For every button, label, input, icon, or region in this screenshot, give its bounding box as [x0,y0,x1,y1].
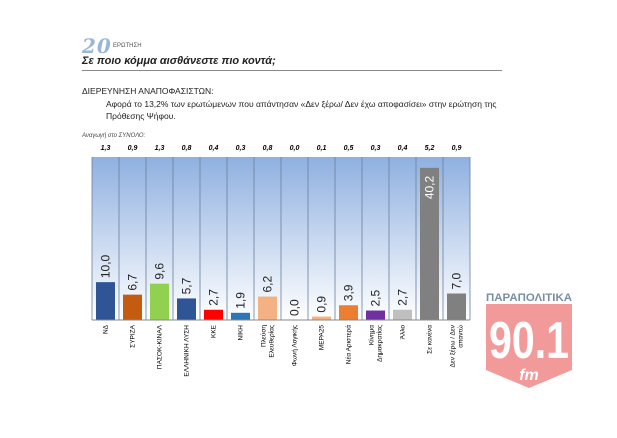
parapolitika-logo: ΠΑΡΑΠΟΛΙΤΙΚΑ 90.1 fm [486,292,572,388]
total-reduction-value: 1,3 [101,145,111,152]
bar [96,282,115,320]
category-label: ΝΙΚΗ [238,325,245,341]
value-label: 7,0 [450,272,464,289]
value-label: 0,9 [315,296,329,313]
total-reduction-value: 5,2 [425,145,435,152]
total-reduction-value: 0,9 [452,145,462,152]
chart-panel [173,157,200,320]
chart-panel [362,157,389,320]
value-label: 5,7 [180,277,194,294]
category-label: Δημοκρατίας [376,325,384,362]
bar [204,309,223,320]
chart-panel [281,157,308,320]
title-divider [82,70,502,71]
total-reduction-value: 0,3 [236,145,246,152]
category-label: Άλλο [400,325,407,340]
total-reduction-value: 0,9 [128,145,138,152]
value-label: 2,7 [207,289,221,306]
total-reduction-value: 0,5 [344,145,354,152]
category-label: ΠΑΣΟΚ-ΚΙΝΑΛ [157,324,164,369]
bar [366,310,385,320]
bar [312,316,331,320]
category-label: ΕΛΛΗΝΙΚΗ ΛΥΣΗ [184,325,191,377]
chart-panel [200,157,227,320]
chart-panel [119,157,146,320]
value-label: 9,6 [153,263,167,280]
category-label: Πλεύση [260,325,268,347]
logo-frequency: 90.1 [489,312,569,370]
total-reduction-value: 0,8 [263,145,273,152]
bar [177,298,196,320]
logo-shape [486,304,572,388]
bar [231,312,250,320]
category-label: Νέα Αριστερά [345,325,353,364]
value-label: 3,9 [342,284,356,301]
total-reduction-value: 0,4 [398,145,408,152]
chart-panel [227,157,254,320]
value-label: 2,7 [396,289,410,306]
category-label: ΜΕΡΑ25 [319,325,326,351]
category-label: Φωνή Λογικής [292,325,299,366]
total-reduction-value: 0,4 [209,145,219,152]
total-reduction-value: 0,3 [371,145,381,152]
total-reduction-value: 0,1 [317,145,327,152]
section-description: Αφορά το 13,2% των ερωτώμενων που απάντη… [106,99,497,121]
bar [447,293,466,320]
category-label: απαντώ [457,325,465,348]
page-title: Σε ποιο κόμμα αισθάνεστε πιο κοντά; [82,55,276,67]
question-number: 20 [82,34,112,58]
value-label: 0,0 [288,299,302,316]
bar [420,167,439,320]
category-label: ΚΚΕ [211,324,218,338]
question-label: ΕΡΩΤΗΣΗ [113,43,142,49]
category-label: Ελευθερίας [268,325,276,358]
chart-panel [443,157,470,320]
category-label: ΣΥΡΙΖΑ [130,324,137,347]
bar [150,283,169,320]
bar [258,296,277,320]
logo-brand: ΠΑΡΑΠΟΛΙΤΙΚΑ [486,292,572,304]
total-reduction-value: 0,0 [290,145,300,152]
bar [123,294,142,320]
chart-panel [254,157,281,320]
value-label: 10,0 [99,254,113,278]
category-label: ΝΔ [103,324,110,334]
chart-panel [389,157,416,320]
value-label: 6,7 [126,274,140,291]
chart-panel [308,157,335,320]
value-label: 1,9 [234,292,248,309]
total-reduction-label: Αναγωγή στο ΣΥΝΟΛΟ: [82,133,146,139]
section-subtitle: ΔΙΕΡΕΥΝΗΣΗ ΑΝΑΠΟΦΑΣΙΣΤΩΝ: [82,86,214,96]
logo-band: fm [519,367,539,384]
bar [339,305,358,320]
category-label: Δεν ξέρω / Δεν [449,325,457,367]
total-reduction-value: 0,8 [182,145,192,152]
category-label: Σε κανένα [426,325,434,354]
category-label: Κίνημα [368,325,376,345]
value-label: 2,5 [369,290,383,307]
value-label: 6,2 [261,276,275,293]
total-reduction-value: 1,3 [155,145,165,152]
chart-panel [335,157,362,320]
value-label: 40,2 [423,175,437,199]
bar [393,309,412,320]
